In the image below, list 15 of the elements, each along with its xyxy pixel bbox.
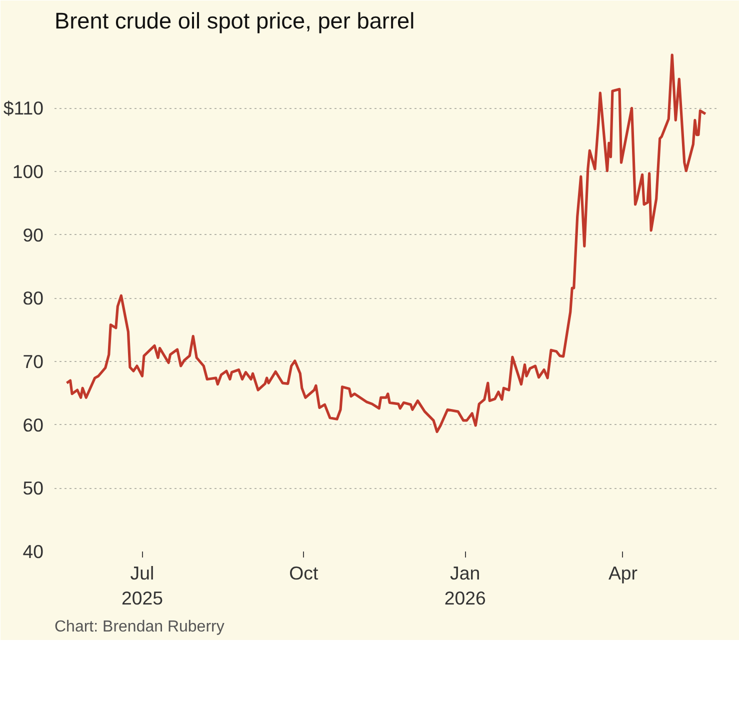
y-tick-label: 50 — [22, 478, 44, 499]
x-tick-label: Oct — [289, 562, 319, 584]
y-tick-label: $110 — [3, 98, 44, 119]
y-tick-label: 90 — [22, 224, 44, 246]
text: Chart: Brendan Ruberry — [54, 618, 224, 636]
y-tick-label: 80 — [22, 288, 44, 309]
x-tick-label: Jan 2026 — [444, 562, 486, 609]
y-tick-label: 60 — [22, 414, 44, 436]
y-tick-label: 70 — [22, 351, 44, 372]
y-tick-label: 40 — [22, 541, 44, 562]
chart-title: Brent crude oil spot price, per barrel — [54, 8, 415, 34]
line-series — [65, 54, 707, 434]
x-tick-label: Jul 2025 — [121, 562, 163, 609]
x-tick-label: Apr — [608, 562, 638, 584]
y-tick-label: 100 — [12, 161, 44, 182]
